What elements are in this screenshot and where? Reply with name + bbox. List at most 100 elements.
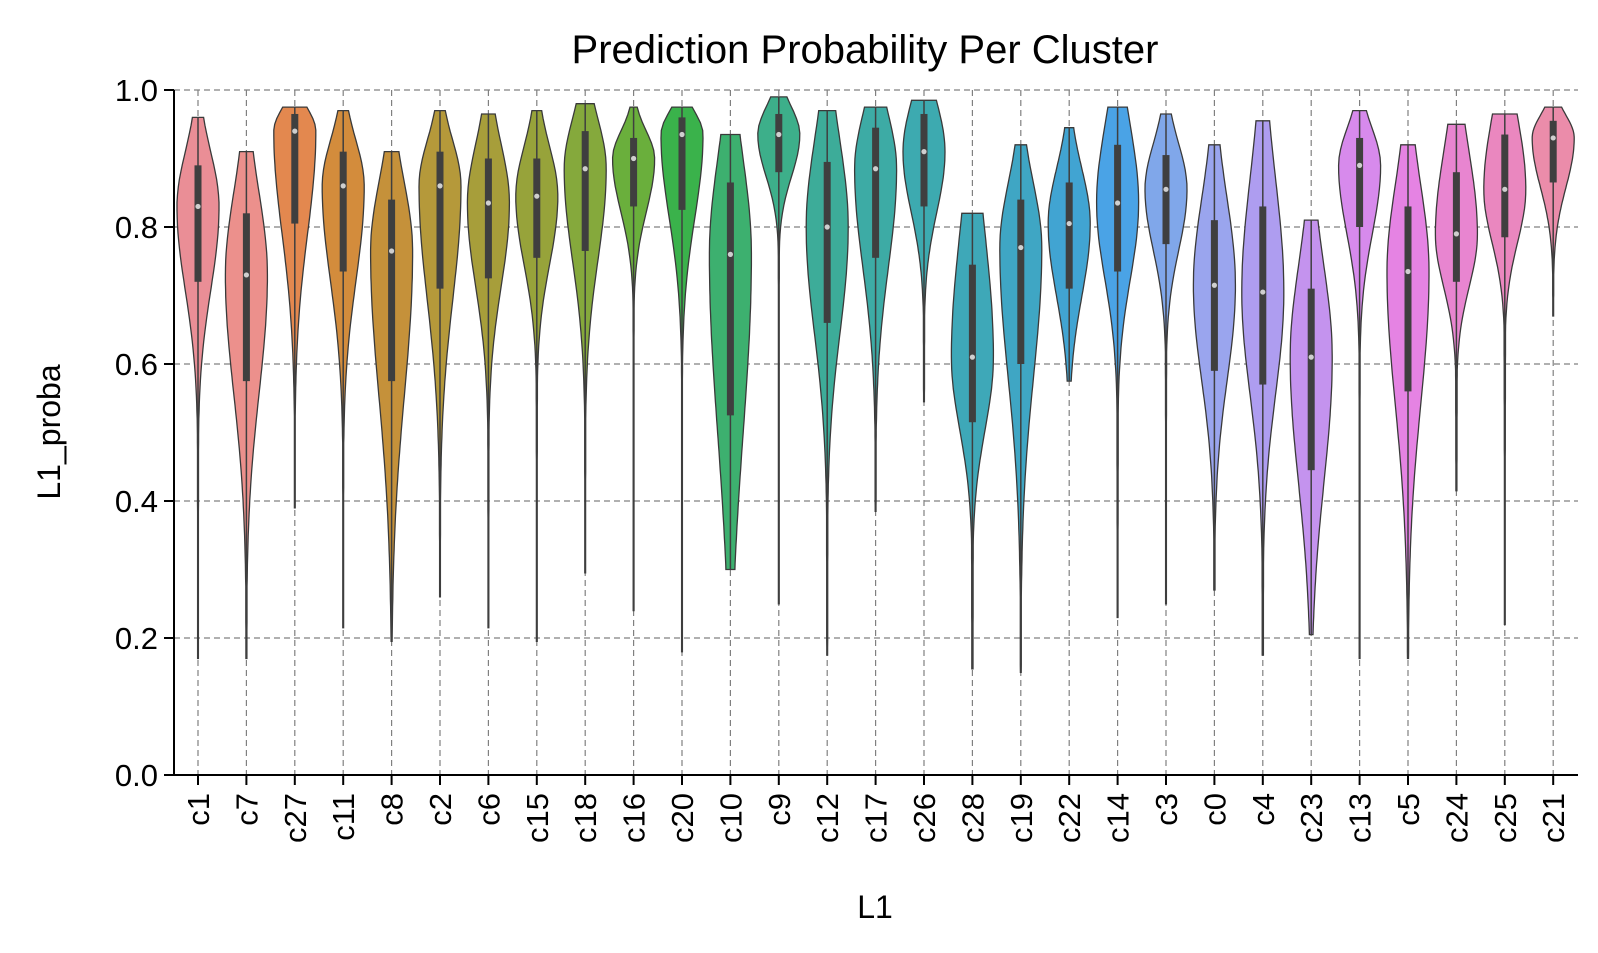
x-tick-label: c13 (1343, 793, 1378, 843)
x-tick-label: c22 (1052, 793, 1087, 843)
y-tick-label: 0.4 (115, 484, 158, 519)
x-tick-label: c15 (520, 793, 555, 843)
x-tick-label: c19 (1004, 793, 1039, 843)
violins (176, 96, 1575, 673)
median-c9 (776, 131, 782, 138)
box-c14 (1114, 144, 1122, 272)
x-tick-label: c12 (810, 793, 845, 843)
median-c0 (1211, 282, 1217, 288)
box-c18 (581, 131, 589, 251)
box-c15 (533, 158, 541, 258)
y-tick-label: 0.8 (115, 210, 158, 245)
x-tick-label: c27 (278, 793, 313, 843)
box-c0 (1210, 220, 1218, 371)
x-tick-label: c21 (1536, 793, 1571, 843)
x-tick-label: c20 (665, 793, 700, 843)
x-tick-label: c28 (955, 793, 990, 843)
median-c20 (679, 131, 685, 138)
x-ticks: c1 c7 c27 c11 c8 c2 c6 c15 c18 c16 c20 c10 c9 c12 c17 c… (181, 775, 1571, 843)
box-c21 (1549, 120, 1557, 183)
box-c17 (872, 127, 880, 258)
median-c27 (292, 128, 298, 134)
box-c5 (1404, 206, 1412, 392)
x-tick-label: c6 (471, 793, 506, 826)
median-c23 (1308, 354, 1314, 360)
x-tick-label: c1 (181, 793, 216, 826)
box-c19 (1017, 199, 1025, 364)
y-tick-label: 0.2 (115, 621, 158, 656)
box-c12 (823, 161, 831, 323)
median-c24 (1453, 231, 1459, 237)
median-c5 (1405, 268, 1411, 275)
median-c1 (195, 203, 201, 210)
x-tick-label: c18 (568, 793, 603, 843)
median-c14 (1115, 200, 1121, 206)
box-c2 (436, 151, 444, 289)
box-c9 (775, 113, 783, 173)
median-c15 (534, 193, 540, 199)
median-c13 (1357, 162, 1363, 168)
box-c3 (1162, 155, 1170, 245)
box-c24 (1452, 172, 1460, 282)
median-c28 (969, 354, 976, 360)
x-tick-label: c25 (1488, 793, 1523, 843)
median-c26 (921, 149, 927, 155)
x-tick-label: c3 (1149, 793, 1184, 826)
x-axis-label: L1 (857, 889, 893, 925)
box-c11 (339, 151, 347, 272)
x-tick-label: c5 (1391, 793, 1426, 826)
x-tick-label: c16 (617, 793, 652, 843)
median-c12 (824, 224, 830, 230)
median-c25 (1502, 186, 1508, 192)
median-c2 (437, 183, 443, 189)
y-tick-label: 1.0 (115, 73, 158, 108)
median-c16 (631, 155, 637, 162)
median-c21 (1550, 135, 1556, 141)
y-tick-label: 0.6 (115, 347, 158, 382)
box-c13 (1356, 137, 1364, 227)
median-c3 (1163, 186, 1169, 192)
x-tick-label: c9 (762, 793, 797, 826)
box-c25 (1501, 134, 1509, 238)
median-c11 (340, 183, 346, 189)
x-tick-label: c14 (1101, 793, 1136, 843)
chart-title: Prediction Probability Per Cluster (572, 28, 1159, 72)
x-tick-label: c11 (326, 793, 361, 841)
box-c4 (1259, 206, 1267, 385)
x-tick-label: c17 (859, 793, 894, 843)
x-tick-label: c24 (1439, 793, 1474, 843)
box-c8 (388, 199, 396, 382)
y-axis-label: L1_proba (31, 364, 67, 499)
median-c7 (243, 272, 249, 278)
median-c8 (389, 248, 395, 254)
box-c1 (194, 165, 202, 282)
x-tick-label: c23 (1294, 793, 1329, 843)
box-c10 (726, 182, 734, 416)
box-c28 (968, 264, 976, 423)
y-ticks: 0.0 0.2 0.4 0.6 0.8 1.0 (115, 73, 174, 793)
x-tick-label: c10 (713, 793, 748, 843)
box-c16 (630, 137, 638, 207)
median-c10 (727, 251, 734, 257)
median-c18 (582, 166, 588, 172)
box-c26 (920, 113, 928, 207)
x-tick-label: c8 (375, 793, 410, 826)
box-c20 (678, 117, 686, 210)
x-tick-label: c7 (229, 793, 264, 826)
box-c6 (484, 158, 492, 279)
median-c17 (873, 166, 879, 172)
x-tick-label: c4 (1246, 793, 1281, 826)
x-tick-label: c0 (1197, 793, 1232, 826)
x-tick-label: c26 (907, 793, 942, 843)
x-tick-label: c2 (423, 793, 458, 826)
median-c4 (1260, 289, 1266, 295)
box-c22 (1065, 182, 1073, 289)
box-c7 (242, 213, 250, 382)
y-tick-label: 0.0 (115, 758, 158, 793)
median-c19 (1018, 244, 1024, 251)
median-c6 (485, 200, 491, 206)
median-c22 (1066, 220, 1072, 227)
box-c27 (291, 113, 299, 224)
box-c23 (1307, 288, 1315, 471)
